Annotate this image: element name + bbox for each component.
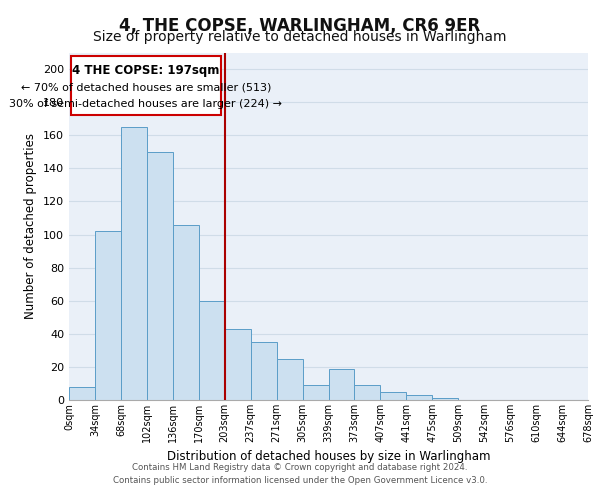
Bar bbox=[355, 385, 380, 400]
Bar bbox=[173, 224, 199, 400]
Bar bbox=[225, 329, 251, 400]
Bar bbox=[433, 398, 458, 400]
Bar bbox=[147, 152, 173, 400]
Bar bbox=[251, 342, 277, 400]
Bar bbox=[380, 392, 406, 400]
FancyBboxPatch shape bbox=[71, 56, 221, 116]
Y-axis label: Number of detached properties: Number of detached properties bbox=[25, 133, 37, 320]
Text: ← 70% of detached houses are smaller (513): ← 70% of detached houses are smaller (51… bbox=[21, 82, 271, 92]
Bar bbox=[277, 358, 302, 400]
Text: 4, THE COPSE, WARLINGHAM, CR6 9ER: 4, THE COPSE, WARLINGHAM, CR6 9ER bbox=[119, 18, 481, 36]
Text: Contains public sector information licensed under the Open Government Licence v3: Contains public sector information licen… bbox=[113, 476, 487, 485]
Bar bbox=[329, 368, 355, 400]
Bar bbox=[406, 395, 432, 400]
Bar bbox=[69, 387, 95, 400]
Text: 4 THE COPSE: 197sqm: 4 THE COPSE: 197sqm bbox=[72, 64, 220, 77]
Text: Size of property relative to detached houses in Warlingham: Size of property relative to detached ho… bbox=[93, 30, 507, 44]
Bar bbox=[199, 300, 224, 400]
Text: Contains HM Land Registry data © Crown copyright and database right 2024.: Contains HM Land Registry data © Crown c… bbox=[132, 464, 468, 472]
Text: 30% of semi-detached houses are larger (224) →: 30% of semi-detached houses are larger (… bbox=[10, 99, 283, 109]
Bar bbox=[95, 231, 121, 400]
X-axis label: Distribution of detached houses by size in Warlingham: Distribution of detached houses by size … bbox=[167, 450, 490, 464]
Bar bbox=[121, 127, 147, 400]
Bar bbox=[302, 385, 329, 400]
